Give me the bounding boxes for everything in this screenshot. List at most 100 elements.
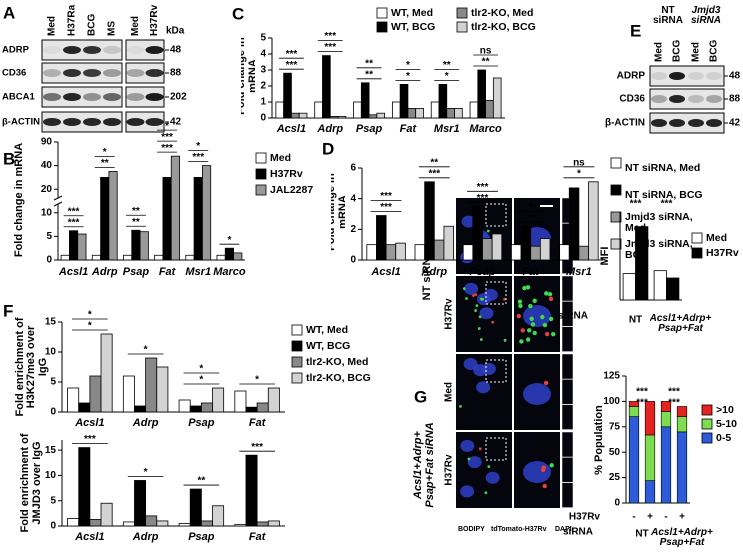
bar	[376, 112, 386, 119]
y-axis-label: Fold enrichment of H3K27me3 over IgG	[13, 317, 49, 417]
bar	[314, 101, 323, 119]
nucleus	[485, 471, 500, 484]
row-label: H37Rv	[444, 454, 455, 486]
bar	[224, 247, 234, 261]
x-tick-label: Acsl1	[276, 123, 306, 135]
bar	[212, 387, 225, 413]
significance-label: ***	[161, 143, 173, 154]
lipid-droplet	[481, 297, 484, 301]
lipid-droplet	[467, 457, 471, 461]
group-label-box: Acsl1+Adrp+ Psap+Fat	[651, 527, 713, 548]
bar	[267, 387, 280, 413]
nucleus	[460, 439, 475, 452]
lane-label: Med	[130, 16, 141, 36]
bar	[234, 524, 247, 527]
blot-band	[43, 93, 61, 101]
nucleus	[476, 381, 491, 394]
significance-label: **	[197, 476, 205, 487]
micrograph-strip	[561, 301, 574, 327]
x-tick-label-box: Acsl1+Adrp+ Psap+Fat	[650, 313, 712, 334]
bar	[559, 244, 570, 261]
axis-break	[55, 198, 61, 204]
nucleus	[523, 305, 551, 327]
bar	[291, 112, 300, 119]
blot-band	[83, 93, 101, 101]
blot-frame	[41, 111, 123, 133]
kda-label: 48	[729, 71, 741, 82]
bar	[202, 165, 212, 261]
bar	[472, 205, 483, 261]
x-tick-label: Psap	[188, 417, 215, 429]
bar	[322, 55, 331, 119]
x-tick-label: Acsl1	[370, 266, 400, 278]
lane-label: H37Rv	[149, 4, 160, 36]
bar-segment	[644, 434, 656, 481]
lipid-droplet	[548, 316, 554, 322]
x-tick-label: +	[679, 512, 685, 523]
y-tick-label: 2	[260, 81, 266, 92]
legend-swatch	[255, 168, 267, 180]
legend-label-box: NT siRNA, BCG	[625, 190, 703, 201]
y-tick-label: 1	[260, 97, 266, 108]
significance-label: **	[132, 206, 140, 217]
bar	[578, 245, 589, 261]
bar-segment	[660, 401, 672, 412]
legend-label: tlr2-KO, Med	[306, 356, 368, 368]
bar	[653, 270, 667, 301]
lane-label: BCG	[709, 40, 720, 62]
lipid-droplet	[522, 285, 527, 291]
blot-band	[145, 46, 164, 54]
micrograph-strip	[561, 482, 574, 508]
x-tick-label: Psap	[188, 531, 215, 543]
lipid-droplet	[517, 299, 523, 304]
bar	[414, 244, 426, 261]
blot-band	[651, 72, 667, 80]
bar	[666, 277, 680, 301]
blot-band	[669, 72, 685, 80]
bar	[275, 101, 285, 119]
significance-label: *	[445, 71, 449, 82]
bar-segment	[676, 416, 688, 433]
legend-swatch	[701, 404, 713, 416]
nucleus	[523, 383, 551, 405]
significance-label: **	[101, 158, 109, 169]
blot-frame	[41, 86, 123, 108]
bar	[67, 518, 80, 527]
bar	[77, 233, 87, 261]
y-tick-label: 0	[350, 255, 356, 266]
lane-label: Med	[654, 42, 665, 62]
significance-label: *	[144, 467, 148, 478]
protein-label: ABCA1	[2, 92, 35, 103]
bar	[530, 245, 541, 261]
bar	[108, 171, 118, 261]
bar	[233, 252, 243, 261]
legend-label: WT, Med	[306, 324, 348, 336]
blot-frame	[41, 39, 123, 61]
bar-segment	[660, 411, 672, 428]
legend-swatch	[376, 7, 388, 19]
bar	[399, 84, 409, 119]
blot-band	[145, 69, 164, 77]
lipid-droplet	[518, 303, 523, 309]
x-tick-label: Marco	[469, 123, 502, 135]
significance-label: **	[132, 217, 140, 228]
y-tick-label: 6	[350, 163, 356, 174]
x-tick-label: Msr1	[185, 266, 211, 278]
significance-label: ***	[380, 202, 392, 213]
significance-label: ***	[636, 398, 648, 409]
micrograph-strip	[561, 431, 574, 458]
protein-label: β-ACTIN	[2, 117, 40, 128]
lipid-droplet	[474, 309, 477, 312]
significance-label: **	[482, 57, 490, 68]
nucleus	[463, 358, 478, 371]
lipid-droplet	[549, 463, 554, 468]
significance-label: ***	[636, 387, 648, 398]
bar	[492, 77, 502, 119]
y-tick-label: 75	[609, 421, 621, 432]
x-tick-label: -	[664, 512, 667, 523]
bar	[256, 402, 269, 413]
lipid-droplet	[530, 322, 536, 327]
bar	[234, 390, 247, 413]
lipid-droplet	[540, 314, 545, 320]
panel-letter: D	[322, 139, 334, 158]
